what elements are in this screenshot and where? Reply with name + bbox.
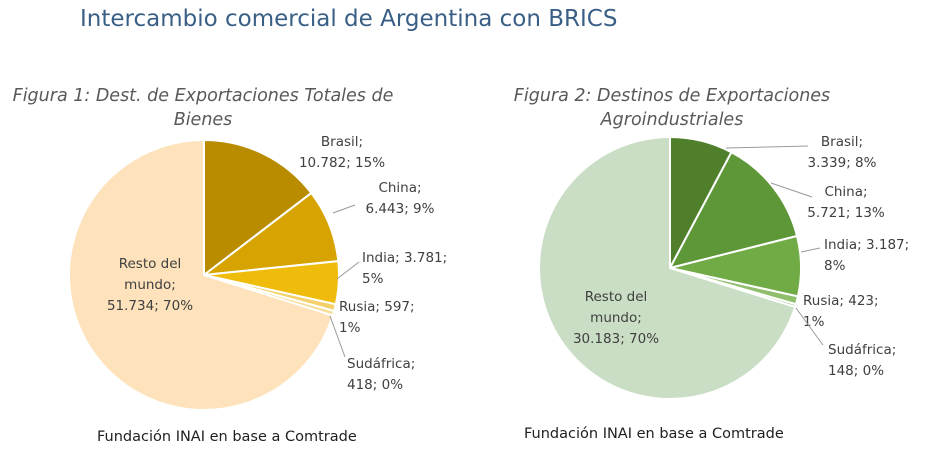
chart-1-slice-brasil	[203, 138, 313, 278]
chart-2-leader-china	[770, 182, 813, 198]
chart-1-slices	[68, 138, 340, 411]
chart-2-slice-resto-del-mundo	[538, 135, 797, 400]
page-title: Intercambio comercial de Argentina con B…	[80, 6, 618, 32]
chart-2-title: Figura 2: Destinos de Exportaciones Agro…	[512, 84, 832, 132]
chart-2-leader-sudafrica	[795, 307, 824, 346]
chart-1-label-china: China; 6.443; 9%	[366, 180, 435, 217]
chart-1-slice-resto-del-mundo	[68, 138, 335, 411]
chart-1-title-line-1: Figura 1: Dest. de Exportaciones Totales…	[12, 86, 394, 106]
chart-2-slices	[538, 135, 802, 400]
chart-1-label-brasil: Brasil; 10.782; 15%	[299, 134, 385, 171]
chart-2-label-china: China; 5.721; 13%	[807, 184, 885, 221]
chart-2-label-rusia: Rusia; 423; 1%	[803, 293, 879, 330]
chart-1-leader-sudafrica	[329, 315, 346, 358]
chart-2-label-sudafrica: Sudáfrica; 148; 0%	[828, 342, 896, 379]
chart-1-title: Figura 1: Dest. de Exportaciones Totales…	[8, 84, 398, 132]
chart-2-label-india: India; 3.187; 8%	[824, 237, 909, 274]
chart-2-title-line-2: Agroindustriales	[600, 110, 744, 130]
chart-1-source: Fundación INAI en base a Comtrade	[97, 429, 357, 445]
chart-1-leader-china	[332, 204, 356, 214]
chart-1-leader-india	[336, 261, 360, 280]
chart-2-leader-india	[800, 247, 821, 253]
chart-2-label-brasil: Brasil; 3.339; 8%	[808, 134, 877, 171]
chart-2-label-resto-del-mundo: Resto del mundo; 30.183; 70%	[573, 289, 659, 347]
chart-2-title-line-1: Figura 2: Destinos de Exportaciones	[513, 86, 831, 106]
chart-1-label-resto-del-mundo: Resto del mundo; 51.734; 70%	[107, 256, 193, 314]
chart-2-leader-brasil	[725, 145, 809, 149]
chart-1-title-line-2: Bienes	[173, 110, 233, 130]
chart-2-slice-china	[668, 150, 799, 270]
chart-2-source: Fundación INAI en base a Comtrade	[524, 426, 784, 442]
chart-1-label-india: India; 3.781; 5%	[362, 250, 447, 287]
chart-1-label-sudafrica: Sudáfrica; 418; 0%	[347, 356, 415, 393]
chart-1-label-rusia: Rusia; 597; 1%	[339, 299, 415, 336]
